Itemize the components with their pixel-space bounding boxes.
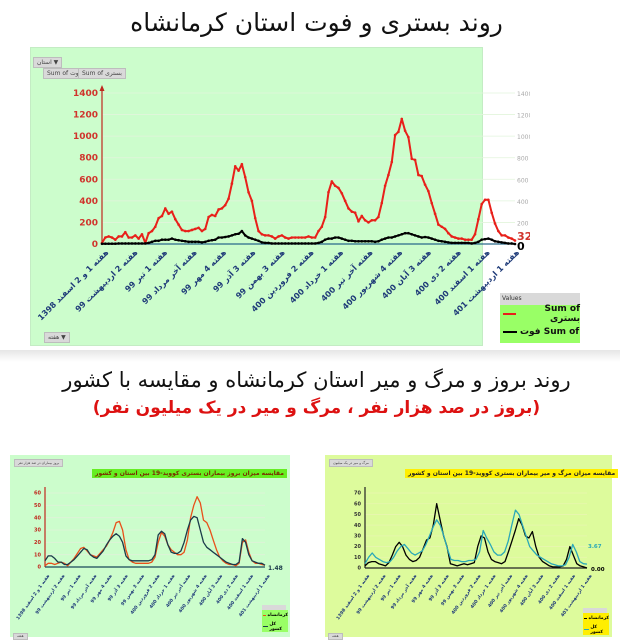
legend-item-country[interactable]: کل کشور [583, 624, 609, 635]
week-axis-filter-button[interactable]: هفته ▼ [44, 332, 70, 343]
series-field-hospitalized[interactable]: Sum of بستری [78, 68, 126, 79]
legend-header [262, 605, 286, 610]
chart-panel-mortality [325, 455, 612, 637]
svg-text:200: 200 [79, 218, 98, 228]
svg-text:32: 32 [517, 230, 530, 243]
svg-text:400: 400 [517, 199, 529, 206]
svg-text:50: 50 [354, 512, 361, 518]
legend-item-country[interactable]: کل کشور [262, 621, 288, 632]
svg-text:600: 600 [79, 175, 98, 185]
mortality-comparison-line-chart: 0 10 20 30 40 50 60 70 3.67 0.00 [354, 487, 605, 573]
legend: Sum of بستری Sum of فوت [500, 304, 580, 343]
legend-item-deaths[interactable]: Sum of فوت [500, 323, 580, 341]
legend-item-hospitalized[interactable]: Sum of بستری [500, 304, 580, 324]
svg-text:600: 600 [517, 177, 529, 184]
svg-text:30: 30 [354, 534, 361, 540]
svg-text:60: 60 [354, 501, 361, 507]
svg-text:1000: 1000 [73, 132, 98, 142]
incidence-chart-title: مقایسه میزان بروز بیماران بستری کووید-19… [92, 469, 287, 478]
svg-text:0: 0 [38, 565, 42, 571]
svg-text:10: 10 [34, 552, 41, 558]
section-subtitle: (بروز در صد هزار نفر ، مرگ و میر در یک م… [92, 398, 541, 418]
svg-text:1200: 1200 [517, 113, 530, 120]
chart-panel-hospitalization [30, 47, 483, 346]
section-title: روند بروز و مرگ و میر استان کرمانشاه و م… [62, 368, 571, 392]
svg-text:70: 70 [354, 491, 361, 497]
red-line-marker-icon [503, 313, 516, 315]
svg-text:40: 40 [354, 523, 361, 529]
svg-text:1.48: 1.48 [268, 565, 283, 572]
svg-text:400: 400 [79, 197, 98, 207]
incidence-filter-button[interactable]: بروز بیماران در صد هزار نفر [14, 459, 64, 467]
svg-text:0: 0 [517, 240, 525, 253]
page-title: روند بستری و فوت استان کرمانشاه [130, 8, 503, 37]
mortality-chart-title: مقایسه میزان مرگ و میر بیماران بستری کوو… [405, 469, 619, 478]
svg-text:0: 0 [358, 566, 362, 572]
svg-text:40: 40 [34, 515, 41, 521]
svg-text:10: 10 [354, 555, 361, 561]
svg-text:0.00: 0.00 [591, 567, 605, 573]
svg-text:30: 30 [34, 528, 41, 534]
legend: کرمانشاه کل کشور [262, 610, 288, 632]
incidence-comparison-line-chart: 0 10 20 30 40 50 60 1.48 [34, 487, 283, 572]
svg-text:800: 800 [79, 154, 98, 164]
legend-item-kermanshah[interactable]: کرمانشاه [583, 613, 609, 624]
svg-text:800: 800 [517, 156, 529, 163]
teal-line-marker-icon [584, 628, 590, 631]
svg-text:1400: 1400 [73, 89, 98, 99]
mortality-filter-button[interactable]: مرگ و میر در یک میلیون [329, 459, 373, 467]
svg-text:1400: 1400 [517, 91, 530, 98]
hospitalization-death-line-chart: 0 200 400 600 800 1000 1200 1400 200 400 600 800 100… [73, 85, 530, 253]
week-axis-filter-button[interactable]: هفته [13, 633, 28, 640]
legend-item-kermanshah[interactable]: کرمانشاه [262, 610, 288, 621]
legend-header [583, 608, 607, 613]
week-axis-filter-button[interactable]: هفته [328, 633, 343, 640]
province-filter-button[interactable]: استان ▼ [33, 57, 63, 68]
legend-header: Values [500, 293, 580, 305]
black-line-marker-icon [584, 617, 588, 620]
legend: کرمانشاه کل کشور [583, 613, 609, 635]
svg-text:0: 0 [92, 240, 98, 250]
svg-text:50: 50 [34, 503, 41, 509]
chart-panel-incidence [10, 455, 290, 637]
svg-text:60: 60 [34, 491, 41, 497]
svg-text:200: 200 [517, 220, 529, 227]
svg-text:1200: 1200 [73, 111, 98, 121]
svg-text:20: 20 [34, 540, 41, 546]
black-line-marker-icon [503, 331, 517, 333]
svg-text:1000: 1000 [517, 134, 530, 141]
section-divider [0, 350, 620, 362]
orange-line-marker-icon [263, 614, 267, 617]
svg-text:3.67: 3.67 [588, 544, 602, 550]
dark-line-marker-icon [263, 625, 269, 628]
svg-text:20: 20 [354, 544, 361, 550]
